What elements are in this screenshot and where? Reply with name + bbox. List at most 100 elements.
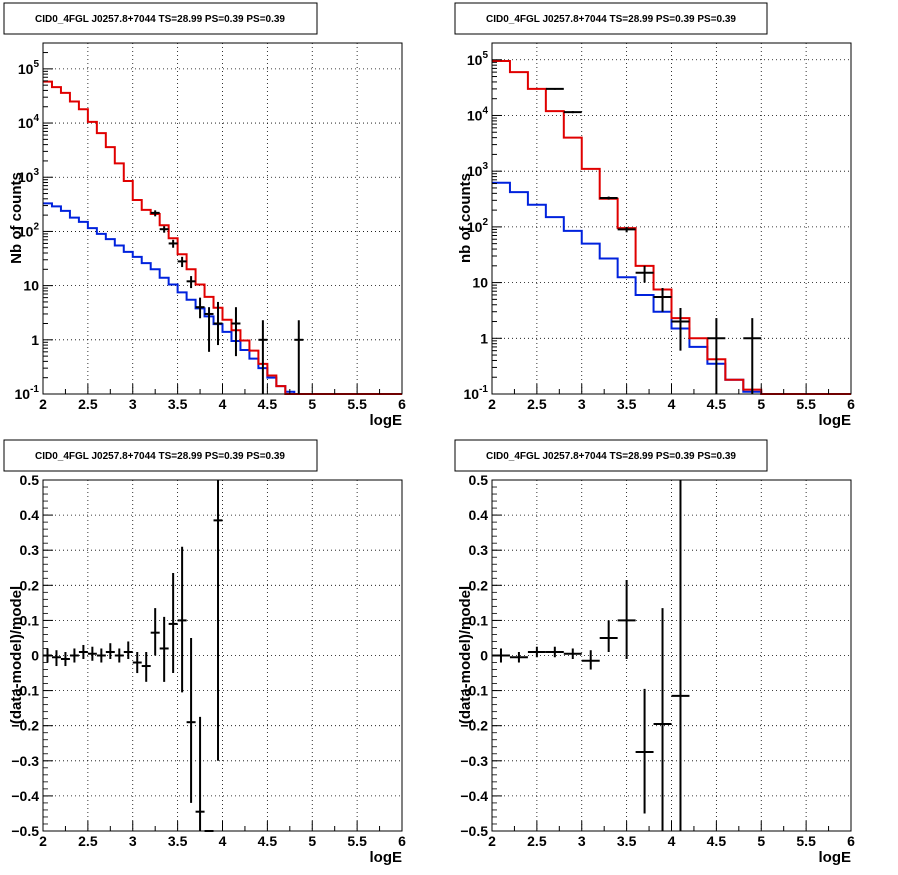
x-tick-label: 4.5 bbox=[258, 396, 278, 412]
y-tick-label: 0.2 bbox=[469, 577, 489, 593]
y-tick-label: 0.5 bbox=[20, 472, 40, 488]
y-tick-label: 0.3 bbox=[469, 542, 489, 558]
y-tick-label: 0.4 bbox=[20, 507, 40, 523]
data-point bbox=[671, 307, 690, 351]
data-point bbox=[599, 620, 618, 652]
data-point bbox=[60, 651, 70, 667]
y-tick-label: 0.1 bbox=[20, 612, 40, 628]
y-tick-label: −0.3 bbox=[11, 753, 39, 769]
residual-panel-left: CID0_4FGL J0257.8+7044 TS=28.99 PS=0.39 … bbox=[3, 439, 406, 866]
data-point bbox=[617, 580, 636, 660]
x-tick-label: 5 bbox=[308, 833, 316, 849]
data-point bbox=[168, 239, 178, 248]
data-point bbox=[617, 226, 636, 233]
x-tick-label: 4 bbox=[219, 833, 227, 849]
y-tick-label: 0.1 bbox=[469, 612, 489, 628]
y-tick-label: −0.5 bbox=[11, 823, 39, 839]
x-tick-label: 5.5 bbox=[796, 396, 816, 412]
y-axis-label: nb of counts bbox=[457, 173, 474, 263]
panel-title: CID0_4FGL J0257.8+7044 TS=28.99 PS=0.39 … bbox=[35, 14, 285, 25]
x-tick-label: 2 bbox=[488, 833, 496, 849]
y-tick-label: 1 bbox=[480, 330, 488, 346]
x-axis-label: logE bbox=[819, 412, 852, 429]
data-point bbox=[599, 196, 618, 200]
x-tick-label: 2 bbox=[39, 396, 47, 412]
x-tick-label: 5.5 bbox=[347, 396, 367, 412]
data-point bbox=[258, 320, 268, 394]
x-tick-label: 3 bbox=[129, 833, 137, 849]
data-point bbox=[213, 480, 223, 761]
x-tick-label: 4 bbox=[668, 396, 676, 412]
x-tick-label: 3 bbox=[578, 833, 586, 849]
data-point bbox=[545, 87, 564, 90]
y-tick-label: 0.5 bbox=[469, 472, 489, 488]
data-point bbox=[635, 265, 654, 283]
y-tick-label: 103 bbox=[18, 167, 40, 185]
x-tick-label: 5.5 bbox=[796, 833, 816, 849]
x-tick-label: 4 bbox=[668, 833, 676, 849]
x-axis-label: logE bbox=[370, 849, 403, 866]
y-tick-label: 104 bbox=[18, 113, 40, 131]
x-tick-label: 3.5 bbox=[168, 833, 188, 849]
data-point bbox=[114, 648, 124, 663]
y-tick-label: 103 bbox=[467, 161, 489, 179]
data-point bbox=[671, 480, 690, 831]
y-tick-label: 10 bbox=[472, 275, 488, 291]
x-tick-label: 4.5 bbox=[258, 833, 278, 849]
y-tick-label: 102 bbox=[18, 221, 40, 239]
data-point bbox=[195, 297, 205, 319]
data-point bbox=[186, 276, 196, 289]
title-box bbox=[454, 439, 768, 472]
residual-panel-right: CID0_4FGL J0257.8+7044 TS=28.99 PS=0.39 … bbox=[454, 439, 855, 866]
y-axis-label: (data-model)/model bbox=[457, 586, 474, 724]
title-box bbox=[3, 439, 318, 472]
y-tick-label: −0.4 bbox=[11, 788, 39, 804]
y-tick-label: 105 bbox=[18, 59, 40, 77]
y-tick-label: 10-1 bbox=[464, 384, 489, 402]
y-tick-label: 0 bbox=[31, 648, 39, 664]
x-tick-label: 4.5 bbox=[707, 396, 727, 412]
x-tick-label: 2.5 bbox=[78, 396, 98, 412]
data-point bbox=[105, 643, 115, 660]
y-tick-label: 102 bbox=[467, 217, 489, 235]
data-point bbox=[581, 650, 600, 670]
data-point bbox=[195, 716, 205, 831]
y-tick-label: 104 bbox=[467, 105, 489, 123]
title-box bbox=[454, 2, 768, 35]
y-tick-label: −0.2 bbox=[11, 718, 39, 734]
panel-title: CID0_4FGL J0257.8+7044 TS=28.99 PS=0.39 … bbox=[486, 451, 736, 462]
data-point bbox=[150, 210, 160, 217]
data-point bbox=[177, 256, 187, 268]
x-axis-label: logE bbox=[370, 412, 403, 429]
x-tick-label: 2.5 bbox=[527, 833, 547, 849]
x-tick-label: 6 bbox=[847, 396, 855, 412]
data-point bbox=[150, 608, 160, 656]
data-point bbox=[159, 226, 169, 233]
data-point bbox=[159, 616, 169, 682]
x-tick-label: 3 bbox=[129, 396, 137, 412]
data-point bbox=[186, 637, 196, 803]
data-point bbox=[177, 546, 187, 693]
x-tick-label: 5 bbox=[757, 833, 765, 849]
y-axis-label: Nb of counts bbox=[8, 172, 25, 264]
data-point bbox=[294, 320, 304, 394]
x-tick-label: 5.5 bbox=[347, 833, 367, 849]
y-tick-label: 10 bbox=[23, 278, 39, 294]
data-point bbox=[141, 651, 151, 682]
panel-title: CID0_4FGL J0257.8+7044 TS=28.99 PS=0.39 … bbox=[35, 451, 285, 462]
x-axis-label: logE bbox=[819, 849, 852, 866]
y-tick-label: −0.4 bbox=[460, 788, 488, 804]
data-point bbox=[527, 646, 546, 658]
data-point bbox=[653, 608, 672, 831]
data-point bbox=[123, 641, 133, 660]
y-tick-label: −0.2 bbox=[460, 718, 488, 734]
data-point bbox=[78, 644, 88, 660]
y-tick-label: 0.2 bbox=[20, 577, 40, 593]
y-tick-label: −0.5 bbox=[460, 823, 488, 839]
data-point bbox=[635, 688, 654, 814]
title-box bbox=[3, 2, 318, 35]
x-tick-label: 5 bbox=[757, 396, 765, 412]
component-model-histogram bbox=[492, 181, 851, 395]
data-point bbox=[653, 287, 672, 312]
y-axis-label: (data-model)/model bbox=[8, 586, 25, 724]
